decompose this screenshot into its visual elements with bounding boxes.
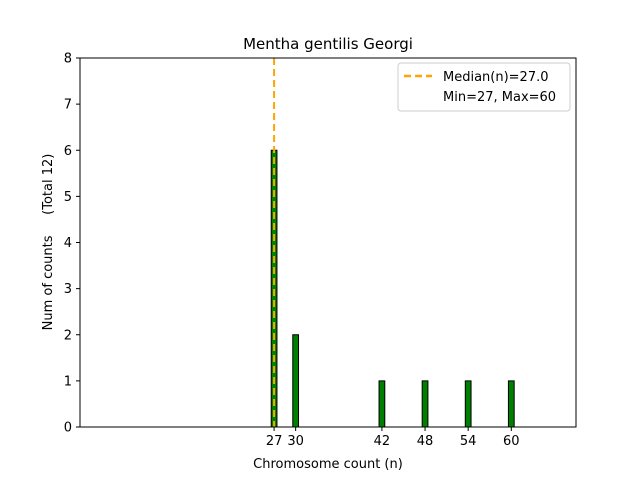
bar-60 — [507, 380, 515, 428]
legend: Median(n)=27.0 Min=27, Max=60 — [397, 62, 571, 112]
y-tick-label: 2 — [64, 328, 72, 343]
bar-54 — [464, 380, 472, 428]
y-tick-label: 5 — [64, 190, 72, 205]
chart-title: Mentha gentilis Georgi — [243, 35, 413, 53]
x-tick-label: 54 — [460, 434, 477, 449]
plot-frame — [79, 57, 577, 428]
x-axis-label: Chromosome count (n) — [253, 457, 403, 472]
y-axis-label: Num of counts (Total 12) — [41, 154, 56, 331]
x-tick-label: 27 — [266, 434, 283, 449]
y-tick-label: 1 — [64, 374, 72, 389]
y-tick-label: 0 — [64, 421, 72, 436]
y-tick-label: 8 — [64, 52, 72, 67]
x-tick-label: 48 — [417, 434, 434, 449]
legend-entry-median: Median(n)=27.0 — [443, 70, 549, 85]
x-tick-label: 30 — [287, 434, 304, 449]
x-ticks: 27 30 42 48 54 60 — [266, 427, 520, 449]
bar-48 — [421, 380, 429, 428]
y-tick-label: 7 — [64, 98, 72, 113]
y-ticks: 0 1 2 3 4 5 6 7 8 — [64, 52, 80, 436]
bar-42 — [378, 380, 386, 428]
x-tick-label: 60 — [503, 434, 520, 449]
bars-group — [270, 149, 515, 428]
x-tick-label: 42 — [374, 434, 391, 449]
y-tick-label: 3 — [64, 282, 72, 297]
y-tick-label: 4 — [64, 236, 72, 251]
y-tick-label: 6 — [64, 144, 72, 159]
bar-30 — [292, 334, 300, 428]
legend-entry-minmax: Min=27, Max=60 — [443, 90, 556, 105]
legend-box — [397, 62, 571, 112]
